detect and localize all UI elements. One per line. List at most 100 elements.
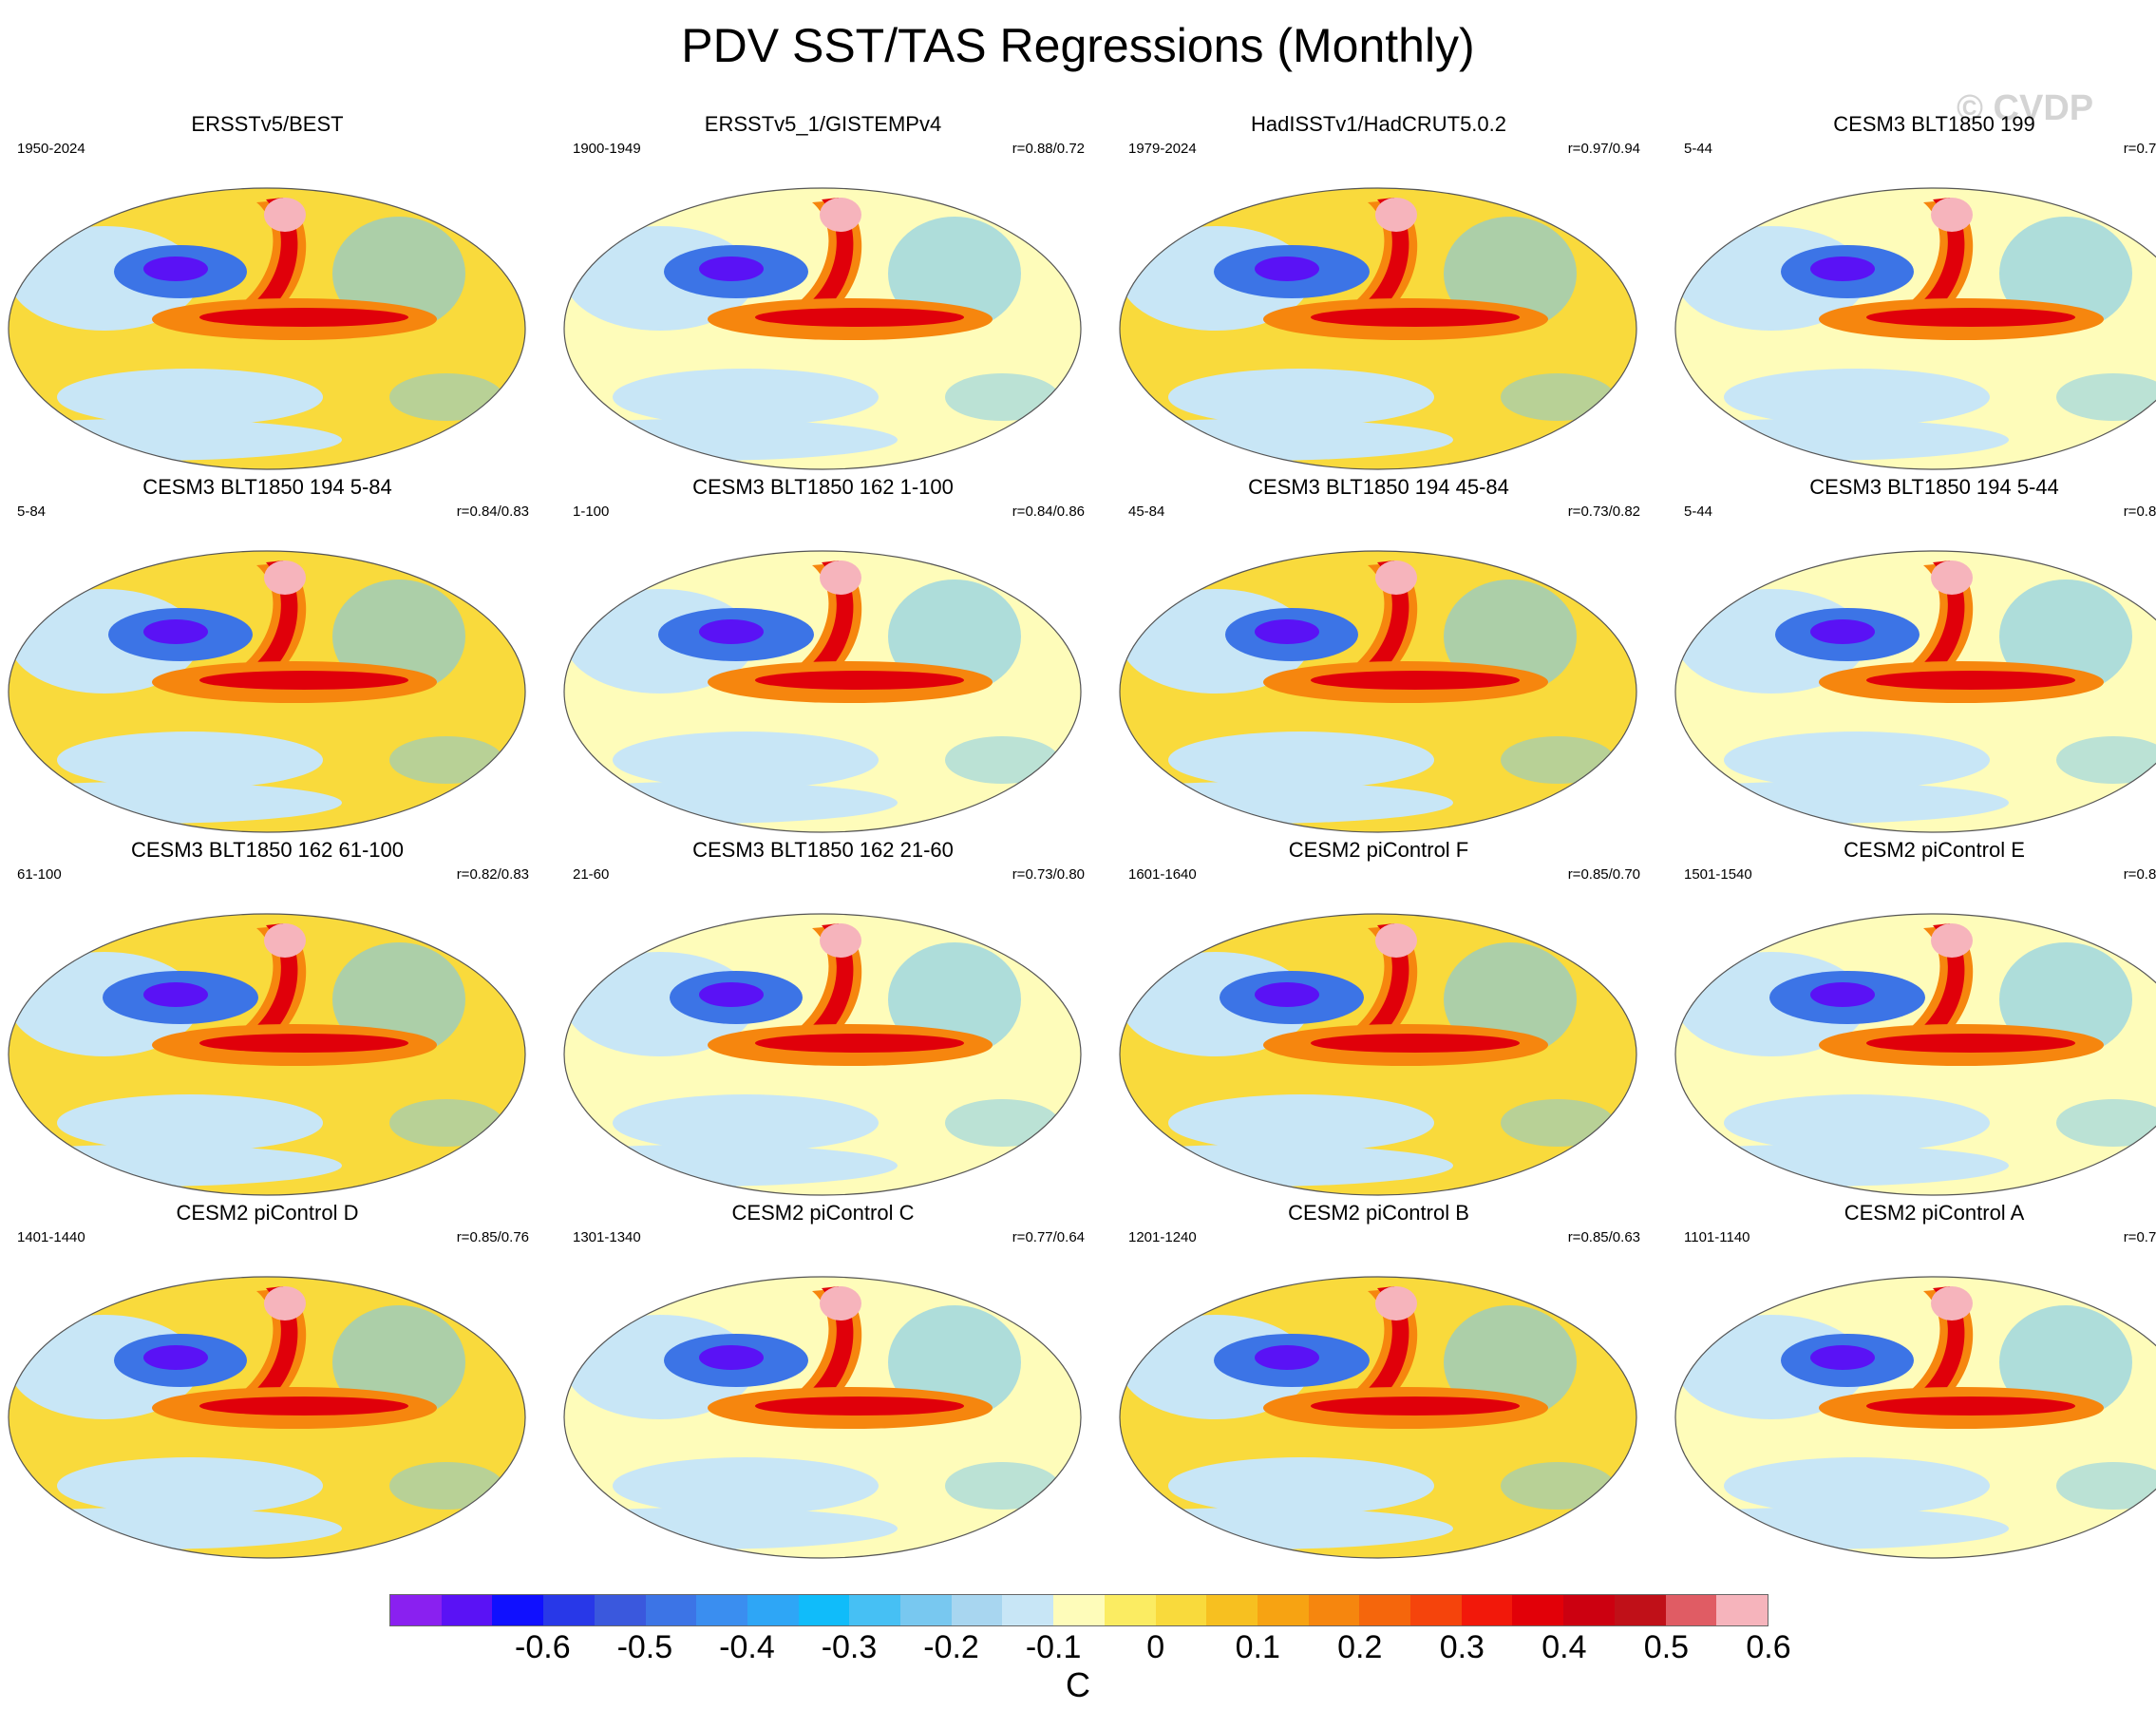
panel-years: 5-84 bbox=[17, 504, 47, 520]
colorbar-swatch bbox=[1410, 1595, 1462, 1625]
regression-map bbox=[8, 913, 526, 1196]
colorbar-tick-label: 0.1 bbox=[1235, 1629, 1280, 1665]
panel-pattern-correlation: r=0.97/0.94 bbox=[1567, 141, 1640, 157]
colorbar-swatches bbox=[389, 1594, 1768, 1626]
regression-map bbox=[8, 1276, 526, 1559]
colorbar-tick-label: -0.1 bbox=[1025, 1629, 1082, 1665]
map-panel: ERSSTv5/BEST 1950-2024 bbox=[0, 112, 535, 474]
panel-title: CESM3 BLT1850 162 1-100 bbox=[692, 475, 954, 499]
colorbar-swatch bbox=[900, 1595, 952, 1625]
colorbar-swatch bbox=[390, 1595, 442, 1625]
panel-title: CESM2 piControl E bbox=[1844, 838, 2025, 862]
panel-years: 1900-1949 bbox=[573, 141, 641, 157]
regression-map bbox=[1674, 550, 2156, 833]
regression-map bbox=[8, 550, 526, 833]
colorbar-swatch bbox=[747, 1595, 799, 1625]
panel-years: 1401-1440 bbox=[17, 1229, 85, 1245]
colorbar-tick-label: 0.3 bbox=[1439, 1629, 1485, 1665]
panel-title: CESM2 piControl C bbox=[731, 1201, 915, 1225]
panel-pattern-correlation: r=0.84/0.86 bbox=[1012, 504, 1085, 520]
regression-map bbox=[563, 1276, 1082, 1559]
colorbar-swatch bbox=[798, 1595, 850, 1625]
colorbar-swatch bbox=[594, 1595, 646, 1625]
colorbar-swatch bbox=[1104, 1595, 1156, 1625]
regression-map bbox=[8, 187, 526, 470]
panel-pattern-correlation: r=0.77/0.64 bbox=[1012, 1229, 1085, 1245]
regression-map bbox=[1674, 1276, 2156, 1559]
colorbar-swatch bbox=[543, 1595, 595, 1625]
colorbar-tick-label: 0.5 bbox=[1643, 1629, 1690, 1665]
colorbar-swatch bbox=[441, 1595, 493, 1625]
colorbar-swatch bbox=[1665, 1595, 1717, 1625]
colorbar-tick-label: 0.4 bbox=[1541, 1629, 1587, 1665]
panel-years: 45-84 bbox=[1128, 504, 1165, 520]
panel-title: CESM3 BLT1850 194 5-44 bbox=[1809, 475, 2059, 499]
map-panel: CESM3 BLT1850 162 1-100 1-100 r=0.84/0.86 bbox=[556, 475, 1090, 837]
map-panel: HadISSTv1/HadCRUT5.0.2 1979-2024 r=0.97/0.… bbox=[1111, 112, 1646, 474]
map-panel: CESM3 BLT1850 194 5-84 5-84 r=0.84/0.83 bbox=[0, 475, 535, 837]
colorbar bbox=[389, 1594, 1768, 1626]
colorbar-swatch bbox=[1206, 1595, 1258, 1625]
regression-map bbox=[1119, 1276, 1637, 1559]
map-panel: CESM3 BLT1850 162 61-100 61-100 r=0.82/0.8… bbox=[0, 838, 535, 1200]
panel-title: CESM3 BLT1850 194 5-84 bbox=[142, 475, 392, 499]
regression-map bbox=[1119, 550, 1637, 833]
panel-title: HadISSTv1/HadCRUT5.0.2 bbox=[1251, 112, 1506, 136]
map-panel: CESM2 piControl E 1501-1540 r=0.83/0.73 bbox=[1667, 838, 2156, 1200]
colorbar-swatch bbox=[951, 1595, 1003, 1625]
map-panel: CESM3 BLT1850 199 5-44 r=0.79/0.77 bbox=[1667, 112, 2156, 474]
panel-title: CESM2 piControl D bbox=[176, 1201, 359, 1225]
panel-years: 1501-1540 bbox=[1684, 866, 1752, 883]
figure-title: PDV SST/TAS Regressions (Monthly) bbox=[681, 19, 1475, 72]
regression-map bbox=[1674, 913, 2156, 1196]
panel-title: ERSSTv5_1/GISTEMPv4 bbox=[704, 112, 942, 136]
colorbar-swatch bbox=[645, 1595, 697, 1625]
colorbar-swatch bbox=[1461, 1595, 1513, 1625]
colorbar-swatch bbox=[696, 1595, 747, 1625]
colorbar-swatch bbox=[1053, 1595, 1105, 1625]
panel-pattern-correlation: r=0.83/0.73 bbox=[2123, 866, 2156, 883]
panel-years: 61-100 bbox=[17, 866, 62, 883]
cvdp-watermark: © CVDP bbox=[1957, 88, 2094, 128]
panel-pattern-correlation: r=0.72/0.56 bbox=[2123, 1229, 2156, 1245]
colorbar-tick-label: 0.2 bbox=[1337, 1629, 1383, 1665]
panel-title: CESM2 piControl F bbox=[1288, 838, 1469, 862]
regression-map bbox=[563, 913, 1082, 1196]
regression-map bbox=[1674, 187, 2156, 470]
panel-years: 21-60 bbox=[573, 866, 610, 883]
panel-years: 5-44 bbox=[1684, 504, 1713, 520]
map-panel: CESM2 piControl D 1401-1440 r=0.85/0.76 bbox=[0, 1201, 535, 1563]
colorbar-tick-label: -0.6 bbox=[515, 1629, 571, 1665]
panel-pattern-correlation: r=0.80/0.73 bbox=[2123, 504, 2156, 520]
regression-map bbox=[1119, 187, 1637, 470]
map-panel: CESM3 BLT1850 194 45-84 45-84 r=0.73/0.82 bbox=[1111, 475, 1646, 837]
panel-years: 1-100 bbox=[573, 504, 610, 520]
colorbar-swatch bbox=[1308, 1595, 1360, 1625]
map-panel: CESM3 BLT1850 162 21-60 21-60 r=0.73/0.80 bbox=[556, 838, 1090, 1200]
panel-years: 5-44 bbox=[1684, 141, 1713, 157]
panel-years: 1301-1340 bbox=[573, 1229, 641, 1245]
colorbar-labels: -0.6 -0.5 -0.4 -0.3 -0.2 -0.1 0 0.1 0.2 0.3 0.4 0.5… bbox=[389, 1628, 1791, 1666]
panel-years: 1201-1240 bbox=[1128, 1229, 1197, 1245]
panel-pattern-correlation: r=0.79/0.77 bbox=[2123, 141, 2156, 157]
colorbar-swatch bbox=[1002, 1595, 1054, 1625]
map-panel: CESM3 BLT1850 194 5-44 5-44 r=0.80/0.73 bbox=[1667, 475, 2156, 837]
colorbar-swatch bbox=[1716, 1595, 1768, 1625]
panel-pattern-correlation: r=0.73/0.80 bbox=[1012, 866, 1085, 883]
colorbar-swatch bbox=[849, 1595, 901, 1625]
regression-map bbox=[1119, 913, 1637, 1196]
panel-title: CESM3 BLT1850 162 21-60 bbox=[692, 838, 954, 862]
panel-title: CESM3 BLT1850 162 61-100 bbox=[131, 838, 404, 862]
colorbar-tick-label: -0.2 bbox=[923, 1629, 979, 1665]
map-panel: ERSSTv5_1/GISTEMPv4 1900-1949 r=0.88/0.72 bbox=[556, 112, 1090, 474]
map-panel: CESM2 piControl F 1601-1640 r=0.85/0.70 bbox=[1111, 838, 1646, 1200]
panel-title: CESM3 BLT1850 199 bbox=[1833, 112, 2035, 136]
colorbar-swatch bbox=[1257, 1595, 1309, 1625]
colorbar-unit: C bbox=[1066, 1665, 1090, 1704]
panel-years: 1950-2024 bbox=[17, 141, 85, 157]
panel-title: ERSSTv5/BEST bbox=[191, 112, 344, 136]
map-panel: CESM2 piControl A 1101-1140 r=0.72/0.56 bbox=[1667, 1201, 2156, 1563]
colorbar-tick-label: 0.6 bbox=[1746, 1629, 1791, 1665]
panel-pattern-correlation: r=0.82/0.83 bbox=[456, 866, 529, 883]
